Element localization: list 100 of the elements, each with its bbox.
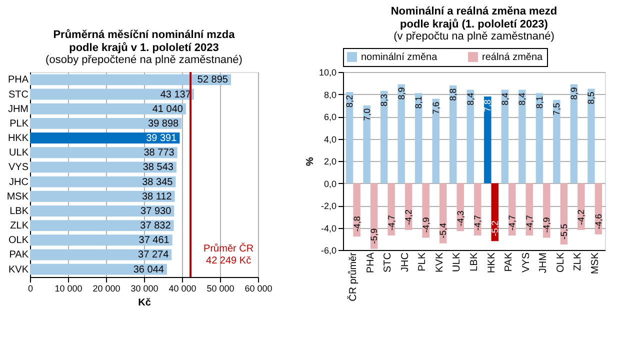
data-label: 8,5	[586, 92, 596, 104]
data-label: -5,2	[490, 220, 500, 236]
y-tick-label: -6,0	[320, 246, 336, 256]
y-tick-label: STC	[8, 89, 28, 100]
y-tick-label: -2,0	[320, 201, 336, 211]
data-label: 37 930	[140, 206, 172, 217]
x-tick-label: ČR průměr	[347, 252, 360, 302]
data-label: 52 895	[197, 74, 228, 86]
y-axis-title: %	[304, 156, 316, 166]
x-tick-label: OLK	[555, 252, 566, 273]
data-label: 38 345	[142, 176, 174, 188]
x-tick-label: ZLK	[572, 252, 584, 271]
data-label: 37 832	[140, 220, 172, 232]
data-label: 8,4	[500, 92, 510, 106]
y-tick-label: JHM	[8, 104, 28, 115]
ref-line-label: Průměr ČR 42 249 Kč	[204, 242, 254, 266]
data-label: 7,5	[552, 102, 562, 116]
y-tick-label: 4,0	[324, 134, 336, 144]
x-tick-label: 30 000	[130, 284, 158, 294]
bar	[466, 90, 474, 184]
bar	[30, 190, 175, 202]
x-tick-label: STC	[382, 252, 394, 272]
data-label: 8,4	[465, 92, 476, 106]
data-label: 37 461	[138, 235, 170, 246]
bar	[30, 74, 231, 86]
data-label: 36 044	[133, 264, 164, 276]
bar	[380, 90, 388, 184]
x-tick-label: 40 000	[168, 284, 196, 294]
bar	[388, 183, 395, 236]
bar	[30, 103, 186, 114]
bar	[398, 84, 405, 184]
bar	[508, 183, 516, 236]
x-tick-label: PLK	[417, 252, 428, 272]
bar	[363, 105, 370, 184]
x-tick-label: 0	[28, 284, 34, 294]
x-axis-title: Kč	[138, 298, 152, 308]
data-label: -5,4	[438, 222, 448, 238]
bar	[414, 93, 422, 184]
data-label: 39 391	[146, 133, 178, 144]
bar	[553, 100, 560, 184]
bar	[432, 98, 440, 184]
chart-title: Průměrná měsíční nominální mzda podle krajů v 1. pololetí 2023	[53, 29, 236, 54]
x-tick-label: 60 000	[244, 284, 272, 294]
data-label: 41 040	[152, 104, 184, 115]
bar	[346, 92, 354, 184]
data-label: -4,9	[542, 217, 552, 233]
bar	[501, 90, 509, 184]
chart-subtitle: (v přepočtu na plně zaměstnané)	[394, 30, 554, 42]
bar	[578, 183, 585, 230]
data-label: -5,5	[558, 224, 569, 240]
y-tick-label: 0,0	[324, 178, 336, 189]
data-label: 7,8	[482, 99, 493, 112]
x-tick-label: MSK	[590, 252, 601, 274]
y-tick-label: VYS	[8, 162, 29, 174]
x-tick-label: ULK	[452, 252, 463, 272]
data-label: 8,9	[396, 87, 406, 100]
data-label: -4,3	[455, 210, 466, 226]
y-tick-label: HKK	[8, 133, 29, 144]
bar	[456, 183, 464, 232]
y-tick-label: MSK	[6, 191, 29, 202]
x-tick-label: 10 000	[54, 284, 82, 294]
bar	[30, 176, 176, 188]
x-tick-label: 20 000	[92, 284, 120, 294]
x-tick-label: KVK	[434, 252, 446, 273]
data-label: 38 543	[142, 162, 174, 174]
y-tick-label: PHA	[8, 74, 29, 86]
y-tick-label: ULK	[9, 148, 29, 159]
x-tick-label: VYS	[520, 252, 532, 273]
data-label: 7,6	[430, 102, 441, 114]
legend-label: nominální změna	[361, 52, 438, 63]
data-label: -4,2	[576, 209, 586, 225]
bar	[30, 220, 174, 232]
bar	[30, 147, 178, 158]
data-label: 8,8	[448, 88, 458, 101]
chart-subtitle: (osoby přepočtené na plně zaměstnané)	[46, 54, 242, 66]
bar	[30, 234, 172, 246]
bar	[484, 96, 492, 184]
bar	[353, 183, 360, 237]
bar	[450, 85, 457, 184]
y-tick-label: 6,0	[324, 112, 336, 122]
chart-title: Nominální a reálná změna mezd podle krajů (1. pololetí 2023)	[390, 6, 558, 30]
bar	[570, 84, 578, 184]
data-label: 7,0	[362, 108, 372, 121]
data-label: -4,9	[420, 217, 431, 233]
data-label: 8,4	[517, 92, 528, 106]
data-label: -4,8	[352, 216, 362, 232]
y-tick-label: LBK	[10, 206, 29, 217]
bar	[543, 183, 550, 238]
y-tick-label: ZLK	[10, 220, 29, 232]
data-label: 8,9	[568, 87, 579, 100]
y-tick-label: 10,0	[318, 68, 336, 78]
data-label: -4,7	[386, 215, 396, 231]
x-tick-label: LBK	[469, 252, 480, 272]
bar	[422, 183, 430, 238]
data-label: -4,7	[524, 215, 534, 231]
y-tick-label: -4,0	[320, 223, 336, 234]
bar	[30, 206, 174, 216]
x-tick-label: JHC	[400, 252, 411, 272]
x-tick-label: JHM	[538, 252, 550, 274]
data-label: 8,1	[534, 96, 544, 109]
